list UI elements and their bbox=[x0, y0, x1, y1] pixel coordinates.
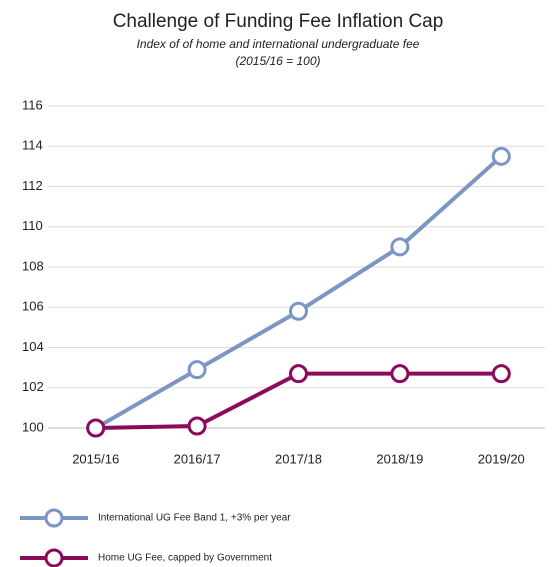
chart-subtitle: Index of of home and international under… bbox=[137, 37, 420, 51]
data-point bbox=[390, 237, 410, 257]
x-tick-label: 2019/20 bbox=[478, 451, 525, 466]
data-point bbox=[187, 360, 207, 380]
legend-marker bbox=[44, 548, 64, 567]
series-line bbox=[94, 154, 503, 430]
data-point bbox=[390, 364, 410, 384]
y-tick-label: 112 bbox=[22, 178, 43, 193]
y-tick-label: 114 bbox=[22, 138, 43, 153]
y-tick-label: 104 bbox=[22, 339, 44, 354]
y-tick-label: 110 bbox=[22, 218, 43, 233]
x-tick-label: 2018/19 bbox=[376, 451, 423, 466]
x-tick-label: 2015/16 bbox=[72, 451, 119, 466]
data-point bbox=[289, 364, 308, 384]
chart-subtitle: (2015/16 = 100) bbox=[235, 54, 320, 68]
data-point bbox=[86, 418, 106, 438]
legend-label: International UG Fee Band 1, +3% per yea… bbox=[98, 513, 291, 524]
y-tick-label: 108 bbox=[22, 258, 44, 273]
y-tick-label: 102 bbox=[22, 379, 44, 394]
y-tick-label: 100 bbox=[22, 419, 44, 434]
legend-marker bbox=[44, 508, 64, 528]
data-point bbox=[491, 364, 511, 384]
legend-label: Home UG Fee, capped by Government bbox=[98, 553, 272, 564]
chart-title: Challenge of Funding Fee Inflation Cap bbox=[113, 11, 444, 32]
y-tick-label: 106 bbox=[22, 299, 44, 314]
y-tick-label: 116 bbox=[22, 97, 43, 112]
data-point bbox=[491, 146, 511, 166]
data-point bbox=[289, 301, 308, 321]
x-tick-label: 2017/18 bbox=[275, 451, 322, 466]
data-point bbox=[187, 416, 207, 436]
x-tick-label: 2016/17 bbox=[174, 451, 221, 466]
